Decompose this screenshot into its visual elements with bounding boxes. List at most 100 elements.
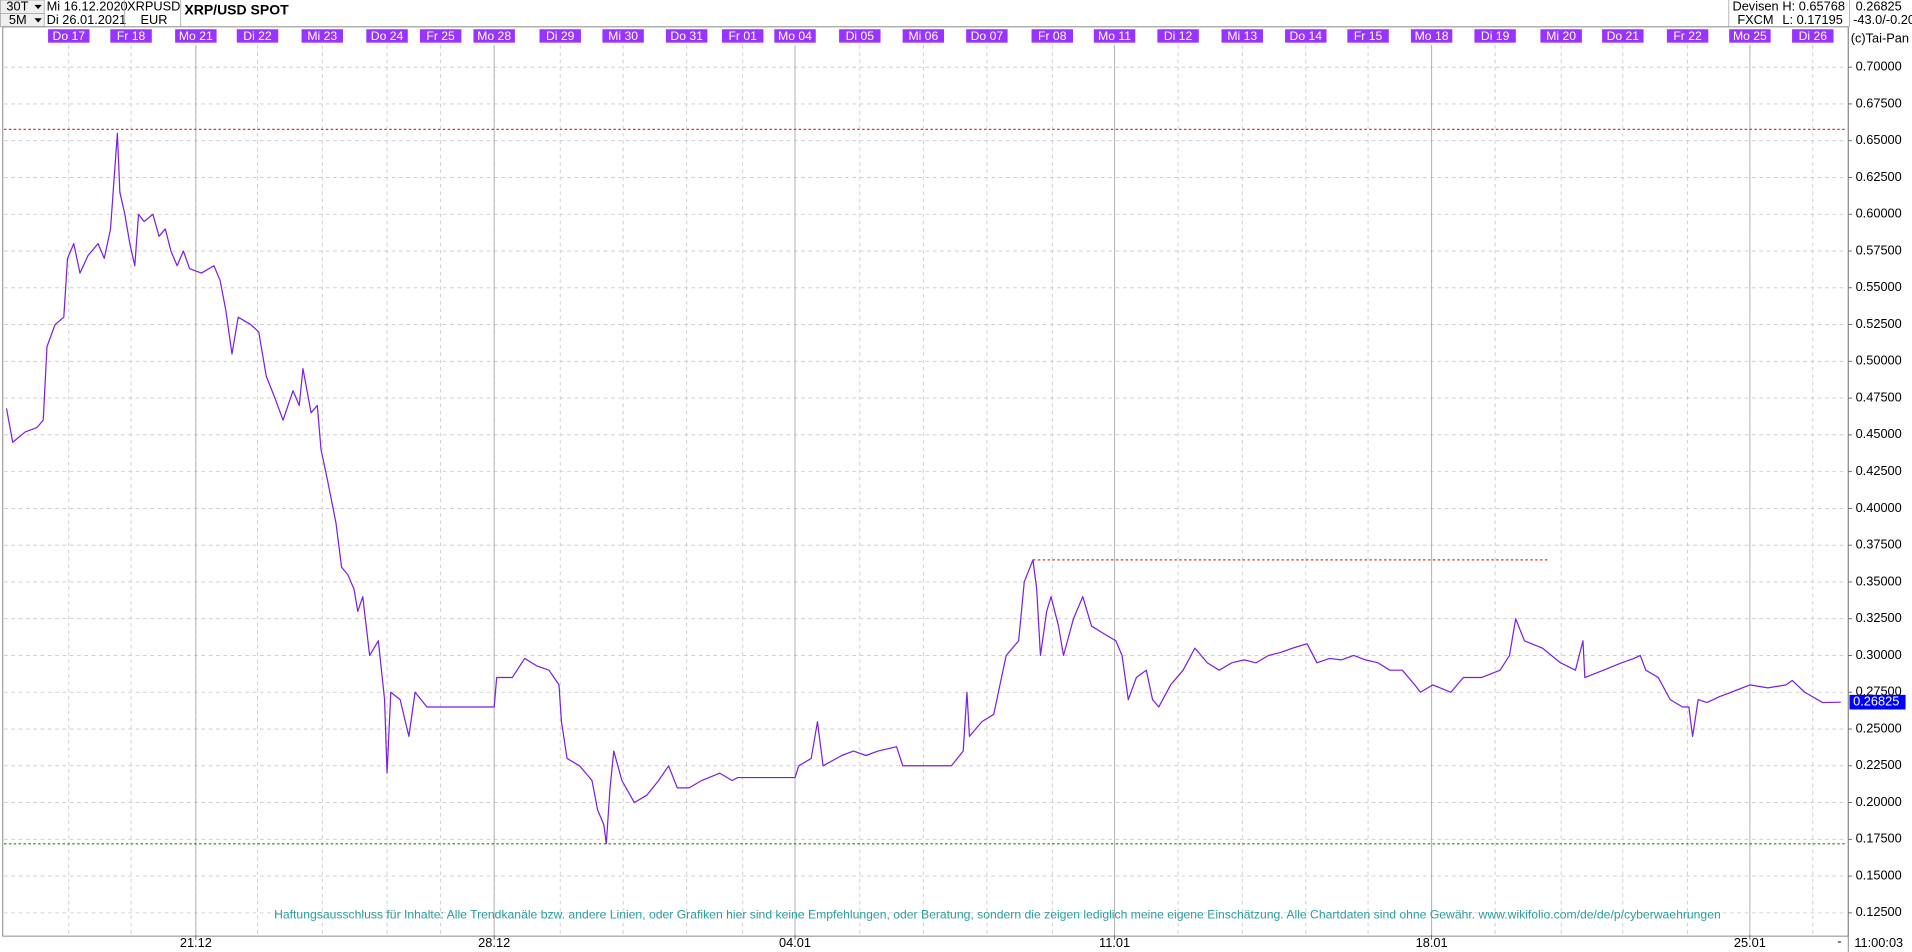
day-label-box	[48, 29, 90, 43]
day-label-box	[236, 29, 279, 43]
y-tick-label: 0.47500	[1856, 389, 1902, 404]
chart-title: XRP/USD SPOT	[184, 2, 289, 18]
y-tick-label: 0.40000	[1856, 500, 1902, 515]
currency: EUR	[141, 12, 168, 27]
last-price-box	[1849, 694, 1906, 710]
day-label-box	[602, 29, 644, 43]
day-label: Mi 23	[307, 29, 337, 43]
x-tick-label: 21.12	[180, 935, 212, 950]
day-label-box	[774, 29, 816, 43]
y-tick-label: 0.17500	[1856, 831, 1902, 846]
day-label-box	[301, 29, 344, 43]
high: H: 0.65768	[1782, 0, 1845, 14]
y-tick-label: 0.30000	[1856, 647, 1902, 662]
y-tick-label: 0.35000	[1856, 573, 1902, 588]
day-label-box	[1157, 29, 1199, 43]
day-label: Fr 15	[1354, 29, 1383, 43]
day-label: Mi 30	[608, 29, 638, 43]
symbol: XRPUSD	[127, 0, 180, 14]
day-label-box	[721, 29, 764, 43]
disclaimer: Haftungsausschluss für Inhalte: Alle Tre…	[274, 908, 1721, 922]
low: L: 0.17195	[1782, 12, 1842, 27]
day-label: Mi 20	[1546, 29, 1576, 43]
day-label: Di 19	[1481, 29, 1510, 43]
copyright: (c)Tai-Pan	[1851, 30, 1909, 45]
day-label: Di 22	[243, 29, 272, 43]
y-tick-label: 0.12500	[1856, 904, 1902, 919]
dropdown-arrow[interactable]	[34, 4, 42, 10]
day-label-box	[1729, 29, 1771, 43]
day-label-box	[175, 29, 217, 43]
y-tick-label: 0.62500	[1856, 169, 1902, 184]
day-label: Fr 22	[1673, 29, 1702, 43]
day-label: Mo 21	[179, 29, 213, 43]
day-label-box	[539, 29, 581, 43]
last-price-label: 0.26825	[1853, 694, 1899, 709]
dropdown-arrow[interactable]	[34, 18, 42, 23]
day-label-box	[1031, 29, 1074, 43]
resolution: 5M	[9, 12, 27, 27]
y-tick-label: 0.60000	[1856, 206, 1902, 221]
x-tick-label: 04.01	[779, 935, 811, 950]
y-tick-label: 0.25000	[1856, 720, 1902, 735]
day-label-box	[366, 29, 408, 43]
day-label-box	[110, 29, 152, 43]
day-label: Di 29	[546, 29, 575, 43]
day-label-box	[473, 29, 515, 43]
day-label-box	[1410, 29, 1453, 43]
y-tick-label: 0.22500	[1856, 757, 1902, 772]
x-tick-label: 28.12	[478, 935, 510, 950]
time: 11:00:03	[1854, 935, 1903, 950]
from-date: Mi 16.12.2020	[47, 0, 128, 14]
x-tick-label: 18.01	[1416, 935, 1448, 950]
day-label-box	[1285, 29, 1327, 43]
day-label: Di 26	[1799, 29, 1828, 43]
day-label-box	[1602, 29, 1644, 43]
y-tick-label: 0.67500	[1856, 95, 1902, 110]
day-label: Di 12	[1164, 29, 1193, 43]
day-label: Do 31	[670, 29, 703, 43]
day-label-box	[1347, 29, 1389, 43]
day-label: Mo 25	[1733, 29, 1767, 43]
last-price: 0.26825	[1856, 0, 1902, 14]
day-label: Do 14	[1290, 29, 1323, 43]
day-label-box	[839, 29, 881, 43]
market: Devisen	[1732, 0, 1778, 14]
y-tick-label: 0.70000	[1856, 59, 1902, 74]
day-label: Di 05	[846, 29, 875, 43]
day-label: Do 17	[53, 29, 86, 43]
y-tick-label: 0.65000	[1856, 132, 1902, 147]
day-label: Do 21	[1607, 29, 1640, 43]
day-label: Mi 06	[908, 29, 938, 43]
separator: -	[1837, 934, 1841, 949]
price-line	[5, 132, 1841, 845]
y-tick-label: 0.57500	[1856, 242, 1902, 257]
day-label: Fr 01	[729, 29, 758, 43]
day-label: Fr 25	[426, 29, 455, 43]
day-label: Do 24	[371, 29, 404, 43]
day-label-box	[1221, 29, 1263, 43]
y-tick-label: 0.42500	[1856, 463, 1902, 478]
grid	[4, 45, 1848, 935]
day-label-box	[1666, 29, 1709, 43]
day-label-box	[966, 29, 1008, 43]
x-tick-label: 25.01	[1734, 935, 1766, 950]
day-label: Mi 13	[1227, 29, 1257, 43]
day-label: Mo 28	[477, 29, 511, 43]
day-label: Do 07	[971, 29, 1004, 43]
day-label-box	[419, 29, 462, 43]
change: -43.0/-0.20	[1853, 12, 1912, 27]
interval: 30T	[6, 0, 28, 14]
day-label-box	[1093, 29, 1136, 43]
day-label-box	[1474, 29, 1516, 43]
y-tick-label: 0.45000	[1856, 426, 1902, 441]
y-tick-label: 0.20000	[1856, 794, 1902, 809]
day-label: Fr 18	[117, 29, 146, 43]
y-tick-label: 0.50000	[1856, 353, 1902, 368]
day-label: Fr 08	[1038, 29, 1067, 43]
y-tick-label: 0.32500	[1856, 610, 1902, 625]
